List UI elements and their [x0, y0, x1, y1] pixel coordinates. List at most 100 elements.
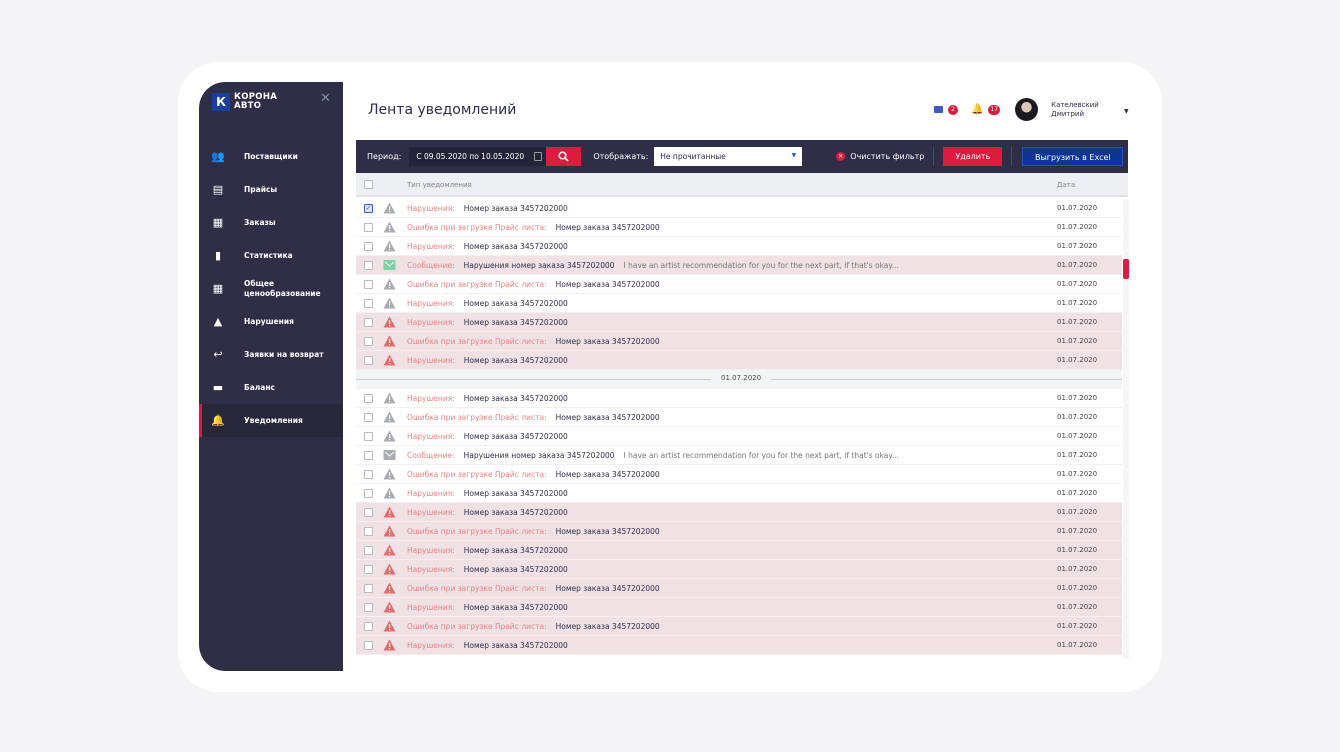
- mail-icon[interactable]: [934, 106, 943, 113]
- show-select-value: Не прочитанные: [660, 152, 726, 161]
- sidebar-item-8[interactable]: 🔔 Уведомления: [199, 404, 343, 437]
- table-row[interactable]: Ошибка при загрузке Прайс листа: Номер за…: [356, 408, 1122, 427]
- table-row[interactable]: Сообщение: Нарушения номер заказа 3457202…: [356, 446, 1122, 465]
- divider: [933, 147, 935, 166]
- table-row[interactable]: Нарушения: Номер заказа 3457202000 01.07.2…: [356, 541, 1122, 560]
- column-header-type[interactable]: Тип уведомления: [407, 181, 472, 189]
- sidebar-item-1[interactable]: ▤ Прайсы: [199, 173, 343, 206]
- row-checkbox[interactable]: [364, 280, 373, 289]
- sidebar-item-6[interactable]: ↩ Заявки на возврат: [199, 338, 343, 371]
- notification-date: 01.07.2020: [1057, 394, 1098, 402]
- show-select[interactable]: Не прочитанные ▼: [654, 147, 803, 166]
- table-row[interactable]: Ошибка при загрузке Прайс листа: Номер за…: [356, 617, 1122, 636]
- row-checkbox[interactable]: [364, 565, 373, 574]
- row-checkbox[interactable]: ✓: [364, 204, 373, 213]
- row-content: Ошибка при загрузке Прайс листа: Номер за…: [407, 413, 660, 422]
- table-row[interactable]: Нарушения: Номер заказа 3457202000 01.07.2…: [356, 636, 1122, 655]
- user-name[interactable]: Кателевский Дмитрий: [1051, 100, 1099, 118]
- row-checkbox[interactable]: [364, 394, 373, 403]
- avatar[interactable]: [1015, 98, 1039, 121]
- delete-button[interactable]: Удалить: [943, 147, 1003, 166]
- row-checkbox[interactable]: [364, 584, 373, 593]
- clear-filter-label: Очистить фильтр: [850, 152, 925, 161]
- sidebar-item-2[interactable]: ▦ Заказы: [199, 206, 343, 239]
- period-label: Период:: [367, 152, 402, 161]
- bell-icon[interactable]: 🔔: [971, 104, 984, 115]
- table-row[interactable]: Нарушения: Номер заказа 3457202000 01.07.2…: [356, 351, 1122, 370]
- notification-text: Номер заказа 3457202000: [463, 298, 568, 308]
- notification-type-label: Нарушения:: [407, 241, 455, 251]
- notification-type-label: Ошибка при загрузке Прайс листа:: [407, 336, 547, 346]
- wallet-icon: ▬: [212, 381, 224, 394]
- table-row[interactable]: Нарушения: Номер заказа 3457202000 01.07.2…: [356, 389, 1122, 408]
- user-menu-chevron-down-icon[interactable]: ▼: [1124, 108, 1129, 115]
- notification-text: Номер заказа 3457202000: [555, 336, 660, 346]
- table-row[interactable]: Ошибка при загрузке Прайс листа: Номер за…: [356, 522, 1122, 541]
- table-row[interactable]: Нарушения: Номер заказа 3457202000 01.07.2…: [356, 313, 1122, 332]
- notification-date: 01.07.2020: [1057, 527, 1098, 535]
- notification-date: 01.07.2020: [1057, 508, 1098, 516]
- row-checkbox[interactable]: [364, 546, 373, 555]
- scrollbar[interactable]: [1123, 199, 1129, 659]
- notification-text: Номер заказа 3457202000: [555, 279, 660, 289]
- table-row[interactable]: Ошибка при загрузке Прайс листа: Номер за…: [356, 275, 1122, 294]
- row-content: Нарушения: Номер заказа 3457202000: [407, 242, 568, 251]
- row-checkbox[interactable]: [364, 242, 373, 251]
- table-row[interactable]: Нарушения: Номер заказа 3457202000 01.07.2…: [356, 598, 1122, 617]
- row-checkbox[interactable]: [364, 337, 373, 346]
- table-row[interactable]: Нарушения: Номер заказа 3457202000 01.07.2…: [356, 484, 1122, 503]
- row-checkbox[interactable]: [364, 261, 373, 270]
- sidebar-item-5[interactable]: ▲ Нарушения: [199, 305, 343, 338]
- table-row[interactable]: Нарушения: Номер заказа 3457202000 01.07.2…: [356, 237, 1122, 256]
- warning-icon: [383, 620, 396, 632]
- calendar-icon[interactable]: [534, 152, 543, 161]
- notification-text: Номер заказа 3457202000: [463, 431, 568, 441]
- table-row[interactable]: Нарушения: Номер заказа 3457202000 01.07.2…: [356, 427, 1122, 446]
- period-input[interactable]: С 09.05.2020 по 10.05.2020: [409, 147, 547, 166]
- scrollbar-thumb[interactable]: [1123, 259, 1129, 279]
- search-button[interactable]: [546, 147, 582, 166]
- notification-type-label: Нарушения:: [407, 393, 455, 403]
- row-content: Сообщение: Нарушения номер заказа 3457202…: [407, 451, 899, 460]
- table-row[interactable]: Ошибка при загрузке Прайс листа: Номер за…: [356, 332, 1122, 351]
- row-checkbox[interactable]: [364, 603, 373, 612]
- sidebar-item-3[interactable]: ▮ Статистика: [199, 239, 343, 272]
- table-row[interactable]: Нарушения: Номер заказа 3457202000 01.07.2…: [356, 503, 1122, 522]
- table-row[interactable]: Нарушения: Номер заказа 3457202000 01.07.2…: [356, 294, 1122, 313]
- row-checkbox[interactable]: [364, 318, 373, 327]
- table-row[interactable]: Ошибка при загрузке Прайс листа: Номер за…: [356, 465, 1122, 484]
- row-checkbox[interactable]: [364, 223, 373, 232]
- clear-filter-button[interactable]: ✕ Очистить фильтр: [836, 152, 924, 161]
- table-row[interactable]: Ошибка при загрузке Прайс листа: Номер за…: [356, 579, 1122, 598]
- export-excel-button[interactable]: Выгрузить в Excel: [1022, 147, 1124, 166]
- row-checkbox[interactable]: [364, 489, 373, 498]
- row-checkbox[interactable]: [364, 432, 373, 441]
- sidebar-item-4[interactable]: ▦ Общее ценообразование: [199, 272, 343, 305]
- notification-type-label: Ошибка при загрузке Прайс листа:: [407, 621, 547, 631]
- sidebar-nav: 👥 Поставщики ▤ Прайсы ▦ Заказы ▮ Статистика ▦ Общ…: [199, 140, 343, 437]
- row-checkbox[interactable]: [364, 641, 373, 650]
- column-header-date[interactable]: Дата: [1057, 181, 1076, 189]
- row-checkbox[interactable]: [364, 451, 373, 460]
- row-checkbox[interactable]: [364, 299, 373, 308]
- row-checkbox[interactable]: [364, 508, 373, 517]
- notification-type-label: Нарушения:: [407, 545, 455, 555]
- row-checkbox[interactable]: [364, 622, 373, 631]
- table-row[interactable]: ✓ Нарушения: Номер заказа 3457202000 01.07.…: [356, 199, 1122, 218]
- notification-date: 01.07.2020: [1057, 603, 1098, 611]
- table-row[interactable]: Нарушения: Номер заказа 3457202000 01.07.2…: [356, 560, 1122, 579]
- row-checkbox[interactable]: [364, 413, 373, 422]
- sidebar-item-0[interactable]: 👥 Поставщики: [199, 140, 343, 173]
- grid-icon: ▦: [212, 282, 224, 295]
- select-all-checkbox[interactable]: [364, 180, 373, 189]
- close-sidebar-icon[interactable]: ✕: [320, 91, 331, 106]
- row-checkbox[interactable]: [364, 356, 373, 365]
- row-checkbox[interactable]: [364, 527, 373, 536]
- row-checkbox[interactable]: [364, 470, 373, 479]
- users-icon: 👥: [211, 150, 225, 163]
- row-content: Ошибка при загрузке Прайс листа: Номер за…: [407, 223, 660, 232]
- table-row[interactable]: Ошибка при загрузке Прайс листа: Номер за…: [356, 218, 1122, 237]
- notification-type-label: Сообщение:: [407, 260, 455, 270]
- sidebar-item-7[interactable]: ▬ Баланс: [199, 371, 343, 404]
- table-row[interactable]: Сообщение: Нарушения номер заказа 3457202…: [356, 256, 1122, 275]
